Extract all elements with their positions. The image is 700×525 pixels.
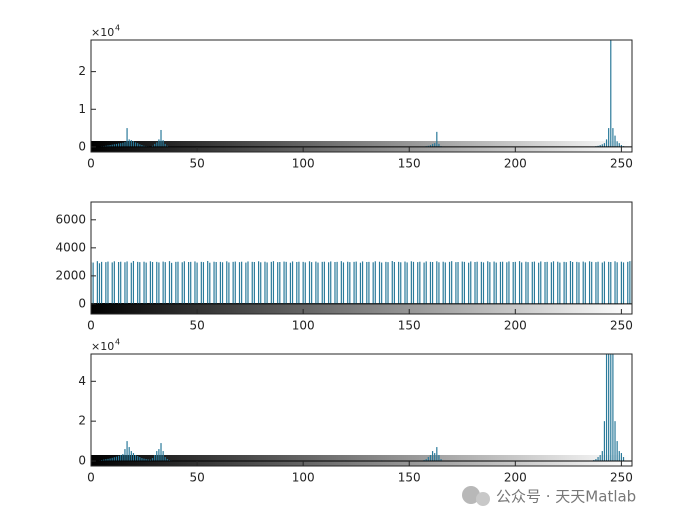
x-tick-label: 200 — [504, 471, 527, 485]
x-tick-label: 50 — [189, 157, 204, 171]
y-tick-label: 0 — [78, 454, 86, 468]
watermark: 公众号 · 天天Matlab — [462, 486, 636, 506]
offset-label-power: 4 — [115, 24, 120, 33]
x-tick-label: 150 — [398, 157, 421, 171]
x-tick-label: 200 — [504, 319, 527, 333]
x-tick-label: 50 — [189, 471, 204, 485]
stems — [91, 260, 632, 304]
y-tick-label: 2000 — [55, 268, 86, 282]
axes-box — [90, 39, 633, 153]
y-tick-label: 2 — [78, 64, 86, 78]
x-tick-label: 100 — [292, 157, 315, 171]
y-tick-label: 4000 — [55, 240, 86, 254]
x-tick-label: 0 — [87, 319, 95, 333]
gray-strip — [91, 303, 632, 314]
offset-label-power: 4 — [115, 338, 120, 347]
axes-box — [90, 201, 633, 315]
x-tick-label: 50 — [189, 319, 204, 333]
x-tick-label: 0 — [87, 471, 95, 485]
axes-box — [90, 353, 633, 467]
axes: 0 2000 4000 6000 0 50 100 150 200 250 — [55, 201, 633, 333]
x-tick-label: 250 — [610, 157, 633, 171]
y-tick-label: 1 — [78, 102, 86, 116]
y-tick-label: 0 — [78, 139, 86, 153]
y-tick-label: 4 — [78, 374, 86, 388]
watermark-text: 公众号 · 天天Matlab — [496, 488, 636, 506]
x-tick-label: 100 — [292, 471, 315, 485]
gray-strip — [91, 455, 632, 466]
y-tick-label: 6000 — [55, 212, 86, 226]
x-tick-label: 100 — [292, 319, 315, 333]
x-tick-label: 150 — [398, 319, 421, 333]
stems — [94, 354, 625, 462]
x-tick-label: 150 — [398, 471, 421, 485]
x-tick-label: 250 — [610, 319, 633, 333]
x-tick-label: 250 — [610, 471, 633, 485]
offset-label: ×10 — [91, 340, 114, 353]
offset-label: ×10 — [91, 26, 114, 39]
x-tick-label: 200 — [504, 157, 527, 171]
y-tick-label: 0 — [78, 296, 86, 310]
axes: 0 1 2 0 50 100 150 200 250 ×10 4 — [78, 24, 632, 171]
y-tick-label: 2 — [78, 414, 86, 428]
x-tick-label: 0 — [87, 157, 95, 171]
